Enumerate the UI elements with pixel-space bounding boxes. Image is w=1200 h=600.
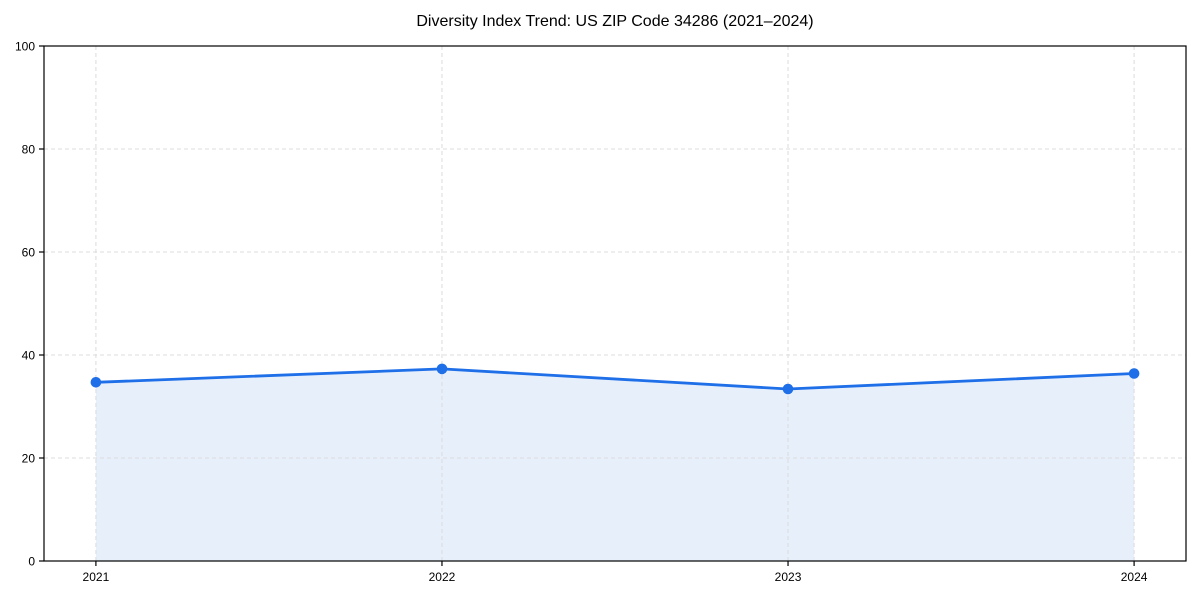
y-tick-label: 20 [22, 452, 36, 466]
y-tick-label: 60 [22, 246, 36, 260]
data-point-marker [436, 363, 448, 375]
data-point-marker [782, 383, 794, 395]
y-tick-label: 0 [28, 555, 35, 569]
y-tick-label: 40 [22, 349, 36, 363]
x-tick-label: 2022 [429, 570, 456, 584]
x-tick-label: 2021 [83, 570, 110, 584]
area-fill [95, 368, 1135, 561]
y-tick-label: 80 [22, 143, 36, 157]
data-point-marker [1128, 368, 1140, 379]
trend-line [94, 367, 1136, 391]
x-tick-label: 2023 [775, 570, 802, 584]
plot-border [43, 45, 1187, 562]
y-tick-label: 100 [15, 40, 35, 54]
chart-title: Diversity Index Trend: US ZIP Code 34286… [416, 13, 814, 30]
x-tick-label: 2024 [1121, 570, 1148, 584]
data-point-marker [90, 377, 102, 388]
